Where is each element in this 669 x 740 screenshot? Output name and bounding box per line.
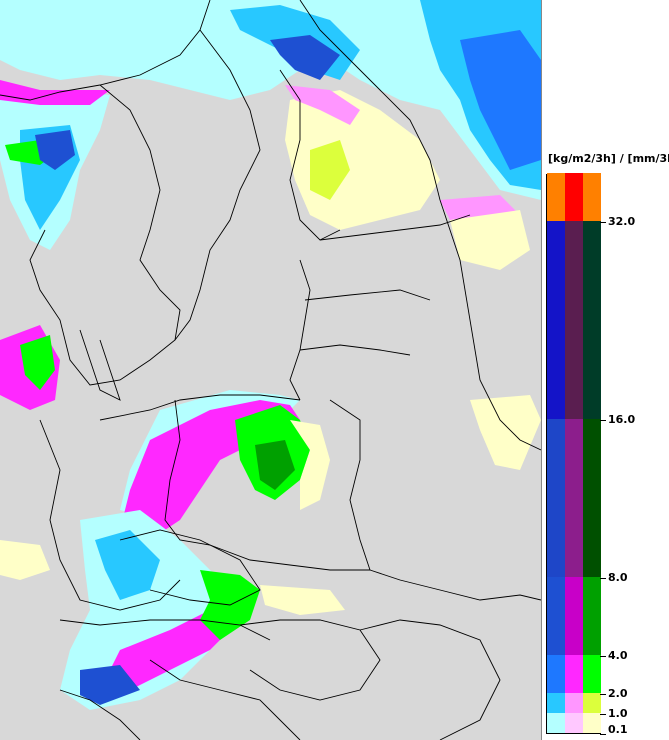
norway-coast: [0, 0, 211, 101]
denmark-outline: [79, 329, 121, 401]
legend-swatch-rain-32.0: [547, 173, 565, 221]
precip-area-southeast-yellow: [260, 585, 345, 615]
legend-tick: [600, 694, 606, 695]
precip-area-finland-yellow: [285, 90, 440, 230]
legend-swatch-snow-1.0: [583, 693, 601, 713]
legend-label-16.0: 16.0: [608, 413, 636, 426]
austria-border: [59, 619, 271, 641]
legend-swatch-snow-2.0: [583, 655, 601, 693]
map-canvas: [0, 0, 541, 740]
legend-swatch-snow-4.0: [583, 577, 601, 655]
legend-tick: [600, 714, 606, 715]
finland-border: [299, 0, 441, 201]
legend-swatch-mixed-8.0: [565, 419, 583, 577]
legend-tick: [600, 734, 606, 735]
russia-border: [439, 199, 541, 451]
precip-area-finland-magenta: [285, 85, 360, 125]
legend-swatch-rain-1.0: [547, 693, 565, 713]
legend-swatch-mixed-32.0: [565, 173, 583, 221]
precip-area-south-blue: [95, 530, 160, 600]
precip-area-east-yellow: [470, 395, 541, 470]
adriatic-coast: [59, 689, 141, 740]
legend-label-2.0: 2.0: [608, 687, 628, 700]
precip-area-finland-green: [310, 140, 350, 200]
legend-unit-label: [kg/m2/3h] / [mm/3h]: [548, 152, 669, 165]
poland-west-border: [164, 399, 370, 571]
country-borders: [0, 0, 541, 740]
legend-swatch-rain-8.0: [547, 419, 565, 577]
precip-area-central-darkgreen: [255, 440, 295, 490]
legend-label-8.0: 8.0: [608, 571, 628, 584]
precip-area-norway-magenta: [0, 80, 110, 105]
precip-area-north-cyan: [0, 0, 541, 200]
legend-column-snow: [583, 173, 601, 733]
precip-area-south-darkblue: [80, 665, 140, 705]
baltic-coast-east: [289, 259, 311, 401]
baltic-south-coast: [99, 394, 301, 421]
legend-swatch-mixed-1.0: [565, 693, 583, 713]
precipitation-map: [0, 0, 542, 740]
legend-swatch-snow-16.0: [583, 221, 601, 419]
bothnia-coast-west: [174, 29, 261, 341]
legend-swatch-snow-32.0: [583, 173, 601, 221]
legend-label-32.0: 32.0: [608, 215, 636, 228]
legend-label-1.0: 1.0: [608, 707, 628, 720]
precip-area-lapland-dark: [270, 35, 340, 80]
legend-swatch-mixed-16.0: [565, 221, 583, 419]
belarus-border: [329, 399, 371, 571]
legend-swatch-rain-2.0: [547, 655, 565, 693]
slovenia-croatia-border: [149, 659, 301, 740]
legend-tick: [600, 222, 606, 223]
legend-color-bar: [546, 173, 601, 734]
romania-border: [359, 619, 501, 740]
legend-label-4.0: 4.0: [608, 649, 628, 662]
precip-area-central-yellow: [290, 420, 330, 510]
legend-column-mixed: [565, 173, 583, 733]
legend-column-rain: [547, 173, 565, 733]
precipitation-fields: [0, 0, 541, 710]
germany-border: [39, 419, 181, 611]
estonia-latvia-border: [304, 289, 431, 301]
precip-area-southwest-yellow: [0, 540, 50, 580]
precip-area-norway-darkblue: [35, 130, 75, 170]
precip-area-west-green: [20, 335, 55, 390]
precip-area-russia-yellow: [450, 210, 530, 270]
legend-tick: [600, 578, 606, 579]
gulf-finland-coast: [319, 214, 471, 241]
legend-swatch-rain-4.0: [547, 577, 565, 655]
hungary-border: [239, 619, 381, 701]
legend-swatch-snow-8.0: [583, 419, 601, 577]
legend-tick: [600, 420, 606, 421]
precip-area-ne-darkblue: [460, 30, 541, 170]
legend-panel: [kg/m2/3h] / [mm/3h] 0.1 1.0 2.0 4.0 8.0 16.0…: [542, 0, 669, 740]
lithuania-border: [299, 344, 411, 356]
legend-label-0.1: 0.1: [608, 723, 628, 736]
legend-swatch-rain-0.1: [547, 713, 565, 733]
legend-swatch-mixed-0.1: [565, 713, 583, 733]
legend-swatch-rain-16.0: [547, 221, 565, 419]
legend-swatch-mixed-2.0: [565, 655, 583, 693]
ukraine-border: [369, 569, 541, 601]
czech-border: [119, 529, 261, 606]
legend-swatch-snow-0.1: [583, 713, 601, 733]
legend-swatch-mixed-4.0: [565, 577, 583, 655]
legend-tick: [600, 656, 606, 657]
